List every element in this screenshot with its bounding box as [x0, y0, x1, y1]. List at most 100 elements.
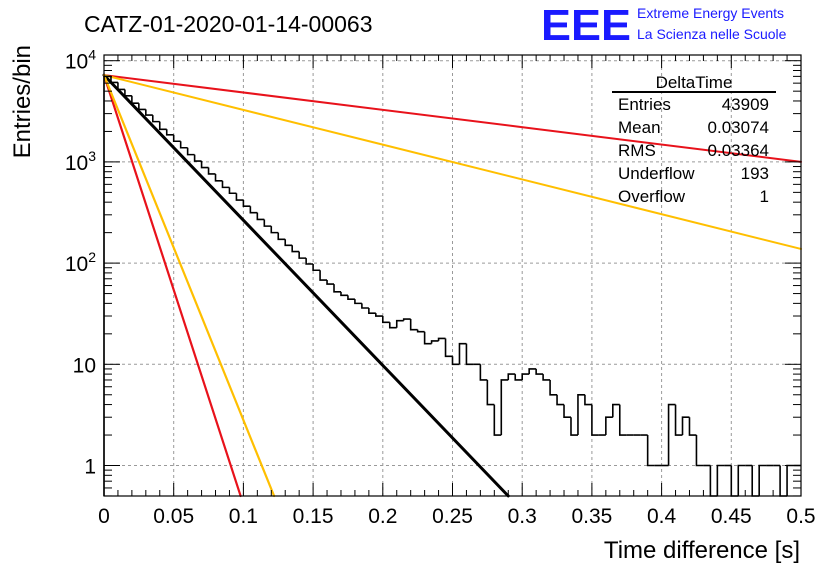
histogram-bin: [451, 356, 460, 366]
logo: EEE: [541, 1, 631, 50]
histogram-bin: [458, 342, 467, 365]
histogram-bin: [151, 115, 160, 123]
logo-line-1: Extreme Energy Events: [637, 5, 784, 21]
y-tick-label: 102: [65, 249, 96, 276]
x-tick-label: 0.1: [229, 505, 258, 528]
histogram-bin: [423, 331, 432, 345]
x-tick-label: 0.3: [508, 505, 537, 528]
histogram-bin: [535, 368, 544, 375]
histogram-bin: [186, 147, 195, 156]
logo-line-2: La Scienza nelle Scuole: [637, 26, 787, 42]
histogram-bin: [730, 465, 739, 497]
series-line-red-slow: [103, 74, 802, 163]
histogram-bin: [667, 403, 676, 466]
histogram-bin: [214, 173, 223, 182]
y-tick-label: 103: [65, 148, 96, 175]
series-line-fit: [102, 73, 510, 498]
histogram-bin: [256, 212, 265, 221]
histogram-bin: [138, 103, 146, 111]
histogram-bin: [117, 82, 125, 91]
histogram-bin: [465, 343, 474, 366]
histogram-bin: [716, 464, 725, 496]
histogram-bin: [388, 322, 397, 329]
x-tick-label: 0.2: [368, 505, 397, 528]
histogram-bin: [131, 95, 139, 105]
y-tick-label: 104: [65, 47, 96, 74]
histogram-bin: [305, 258, 314, 265]
stats-label-mean: Mean: [618, 118, 661, 137]
histogram-bin: [674, 404, 683, 436]
stats-value-mean: 0.03074: [708, 118, 769, 137]
stats-label-entries: Entries: [618, 95, 671, 114]
histogram-bin: [124, 89, 132, 97]
histogram-bin: [200, 161, 209, 169]
histogram-bin: [486, 379, 495, 406]
histogram-bin: [493, 404, 502, 436]
histogram-bin: [618, 404, 627, 436]
histogram-bin: [416, 329, 425, 333]
grid: [104, 55, 801, 496]
histogram-bin: [277, 232, 286, 241]
run-title: CATZ-01-2020-01-14-00063: [84, 11, 373, 37]
histogram-bin: [584, 394, 592, 406]
histogram-bin: [228, 187, 237, 195]
histogram-bin: [179, 141, 188, 149]
histogram-bin: [395, 319, 404, 328]
stats-label-overflow: Overflow: [618, 187, 686, 206]
x-tick-label: 0.35: [571, 505, 612, 528]
y-tick-label: 1: [84, 456, 96, 479]
histogram-bin: [605, 416, 613, 436]
x-tick-label: 0.25: [432, 505, 473, 528]
histogram-bin: [688, 417, 697, 436]
histogram-bin: [103, 75, 111, 496]
histogram-bin: [165, 129, 174, 136]
stats-box: DeltaTime Entries 43909 Mean 0.03074 RMS…: [612, 73, 776, 206]
histogram-bin: [507, 373, 516, 380]
histogram-bin: [563, 404, 571, 419]
histogram-bin: [570, 417, 578, 436]
series-line-orange-fast: [102, 74, 276, 498]
histogram-bin: [145, 109, 153, 116]
histogram-bin: [382, 316, 390, 324]
histogram-bin: [402, 318, 411, 321]
histogram-bin: [695, 435, 704, 467]
histogram-bin: [681, 416, 690, 436]
x-tick-label: 0: [98, 505, 110, 528]
histogram-bin: [758, 464, 767, 496]
histogram-bin: [354, 299, 362, 305]
histogram-bin: [298, 251, 307, 259]
histogram-bin: [110, 76, 118, 84]
axes: 0 0.05 0.1 0.15 0.2 0.25 0.3 0.35 0.4 0.45 0.5 1 10 1…: [65, 47, 816, 528]
histogram-bin: [284, 239, 293, 247]
stats-label-rms: RMS: [618, 141, 656, 160]
histogram-bin: [221, 180, 230, 189]
stats-title: DeltaTime: [656, 73, 733, 92]
histogram-bin: [347, 295, 355, 300]
histogram-bin: [528, 368, 537, 375]
histogram-bin: [500, 379, 509, 436]
histogram-bin: [263, 219, 272, 227]
histogram-bin: [556, 394, 565, 406]
histogram-bin: [430, 340, 439, 344]
histogram-bin: [333, 284, 341, 293]
histogram-bin: [521, 373, 530, 380]
histogram-bin: [361, 303, 369, 309]
x-tick-label: 0.15: [293, 505, 334, 528]
histogram-bin: [249, 206, 258, 214]
histogram-bin: [577, 393, 585, 436]
histogram-bin: [709, 465, 718, 497]
histogram-bin: [737, 464, 746, 496]
histogram-bin: [270, 226, 279, 234]
histogram-bin: [207, 167, 216, 175]
stats-value-underflow: 193: [741, 164, 769, 183]
histogram-bin: [368, 308, 376, 314]
histogram-bin: [549, 379, 558, 396]
histogram-bin: [479, 364, 488, 381]
histogram-bin: [437, 337, 446, 341]
histogram-bin: [779, 465, 788, 497]
curves: [102, 73, 802, 498]
histogram-bin: [591, 404, 599, 436]
stats-label-underflow: Underflow: [618, 164, 695, 183]
series-line-orange-slow: [103, 74, 802, 250]
